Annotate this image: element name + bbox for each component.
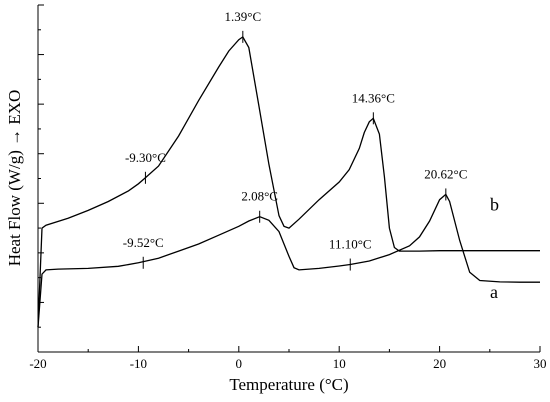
transition-label: 2.08°C: [241, 189, 278, 204]
transition-label: 1.39°C: [225, 9, 262, 24]
x-tick-label: 10: [333, 356, 346, 371]
x-tick-label: 30: [534, 356, 547, 371]
transition-label: -9.30°C: [125, 150, 166, 165]
transition-label: -9.52°C: [123, 235, 164, 250]
x-tick-label: 0: [236, 356, 243, 371]
y-ticks: [38, 4, 44, 353]
series-label-a: a: [490, 282, 498, 302]
x-ticks: -20 -10 0 10 20 30: [29, 346, 547, 371]
series-line-b: [37, 35, 540, 328]
x-tick-label: -20: [29, 356, 46, 371]
x-tick-label: 20: [433, 356, 446, 371]
series-label-b: b: [490, 195, 499, 215]
transition-label: 11.10°C: [329, 237, 372, 252]
transition-label: 14.36°C: [352, 90, 395, 105]
x-axis-title: Temperature (°C): [229, 375, 348, 394]
y-axis-title: Heat Flow (W/g) → EXO: [5, 90, 24, 267]
transition-label: 20.62°C: [424, 166, 467, 181]
annotations: -9.52°C 2.08°C 11.10°C 20.62°C -9.30°C 1.39°C…: [123, 9, 467, 271]
x-tick-label: -10: [130, 356, 147, 371]
series-line-a: [37, 193, 540, 328]
series-group: ab: [37, 35, 540, 328]
